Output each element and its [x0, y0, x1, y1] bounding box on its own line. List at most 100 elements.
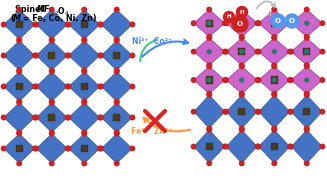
Text: Spinel: Spinel — [15, 5, 46, 14]
Circle shape — [82, 131, 87, 136]
Circle shape — [49, 130, 54, 135]
Polygon shape — [101, 10, 132, 39]
Circle shape — [1, 53, 6, 58]
Circle shape — [304, 63, 309, 67]
Circle shape — [99, 53, 103, 58]
Circle shape — [207, 64, 212, 69]
Circle shape — [272, 36, 277, 40]
Circle shape — [114, 130, 119, 135]
Bar — [238, 48, 245, 55]
Circle shape — [304, 128, 309, 132]
Circle shape — [320, 49, 325, 54]
Circle shape — [272, 50, 276, 53]
Circle shape — [65, 115, 70, 120]
Circle shape — [17, 7, 22, 12]
Circle shape — [272, 7, 277, 12]
Circle shape — [320, 144, 325, 149]
Text: O: O — [237, 21, 243, 27]
Circle shape — [33, 146, 37, 151]
Polygon shape — [291, 66, 322, 94]
Circle shape — [82, 38, 87, 43]
Circle shape — [97, 53, 102, 58]
Circle shape — [207, 63, 212, 67]
Circle shape — [223, 49, 227, 54]
Circle shape — [272, 126, 277, 131]
Circle shape — [289, 49, 293, 54]
FancyArrowPatch shape — [267, 12, 271, 15]
Circle shape — [271, 14, 285, 28]
Polygon shape — [69, 134, 100, 163]
Bar — [303, 48, 310, 55]
Text: H: H — [227, 15, 231, 19]
Bar — [113, 52, 120, 59]
Circle shape — [287, 21, 292, 26]
Polygon shape — [69, 72, 100, 101]
Bar — [113, 114, 120, 121]
FancyArrowPatch shape — [140, 40, 157, 61]
Polygon shape — [259, 38, 290, 65]
Circle shape — [207, 7, 212, 12]
Polygon shape — [4, 134, 35, 163]
Polygon shape — [4, 103, 35, 132]
Circle shape — [320, 21, 325, 26]
Circle shape — [224, 144, 229, 149]
Circle shape — [49, 68, 54, 73]
Circle shape — [82, 68, 87, 73]
Text: M: M — [13, 14, 21, 23]
Circle shape — [272, 128, 277, 132]
Circle shape — [1, 115, 6, 120]
Circle shape — [17, 130, 22, 135]
Polygon shape — [291, 95, 322, 129]
Circle shape — [34, 53, 39, 58]
Circle shape — [239, 126, 244, 131]
Circle shape — [17, 38, 22, 43]
Circle shape — [114, 161, 119, 166]
Circle shape — [223, 109, 227, 114]
Circle shape — [66, 22, 71, 27]
Polygon shape — [226, 66, 257, 94]
Circle shape — [239, 63, 244, 67]
Text: MFe: MFe — [37, 5, 55, 14]
Circle shape — [97, 115, 102, 120]
Polygon shape — [259, 95, 290, 129]
Circle shape — [223, 21, 227, 26]
Circle shape — [191, 49, 196, 54]
Text: Ni²⁺  Co²⁺: Ni²⁺ Co²⁺ — [132, 36, 172, 46]
Circle shape — [17, 69, 22, 74]
Bar — [238, 108, 245, 115]
Circle shape — [49, 99, 54, 104]
Polygon shape — [69, 10, 100, 39]
Circle shape — [49, 7, 54, 12]
Polygon shape — [101, 103, 132, 132]
Circle shape — [33, 115, 37, 120]
Polygon shape — [101, 41, 132, 70]
Circle shape — [191, 21, 196, 26]
Circle shape — [207, 36, 212, 40]
Circle shape — [97, 146, 102, 151]
Circle shape — [256, 49, 261, 54]
Circle shape — [66, 115, 71, 120]
Circle shape — [305, 78, 309, 82]
Circle shape — [97, 84, 102, 89]
Circle shape — [287, 49, 292, 54]
Circle shape — [239, 91, 244, 96]
Bar — [206, 20, 213, 27]
Circle shape — [33, 84, 37, 89]
Circle shape — [239, 7, 244, 12]
Circle shape — [320, 78, 325, 82]
Bar — [271, 77, 278, 84]
Circle shape — [1, 84, 6, 89]
Circle shape — [17, 37, 22, 42]
Circle shape — [65, 22, 70, 27]
Circle shape — [207, 93, 212, 97]
Circle shape — [272, 35, 277, 39]
Circle shape — [239, 93, 244, 97]
Circle shape — [82, 37, 87, 42]
Circle shape — [239, 128, 244, 132]
Circle shape — [49, 161, 54, 166]
Circle shape — [82, 100, 87, 105]
Circle shape — [114, 37, 119, 42]
Circle shape — [34, 84, 39, 89]
Circle shape — [34, 22, 39, 27]
Circle shape — [191, 144, 196, 149]
